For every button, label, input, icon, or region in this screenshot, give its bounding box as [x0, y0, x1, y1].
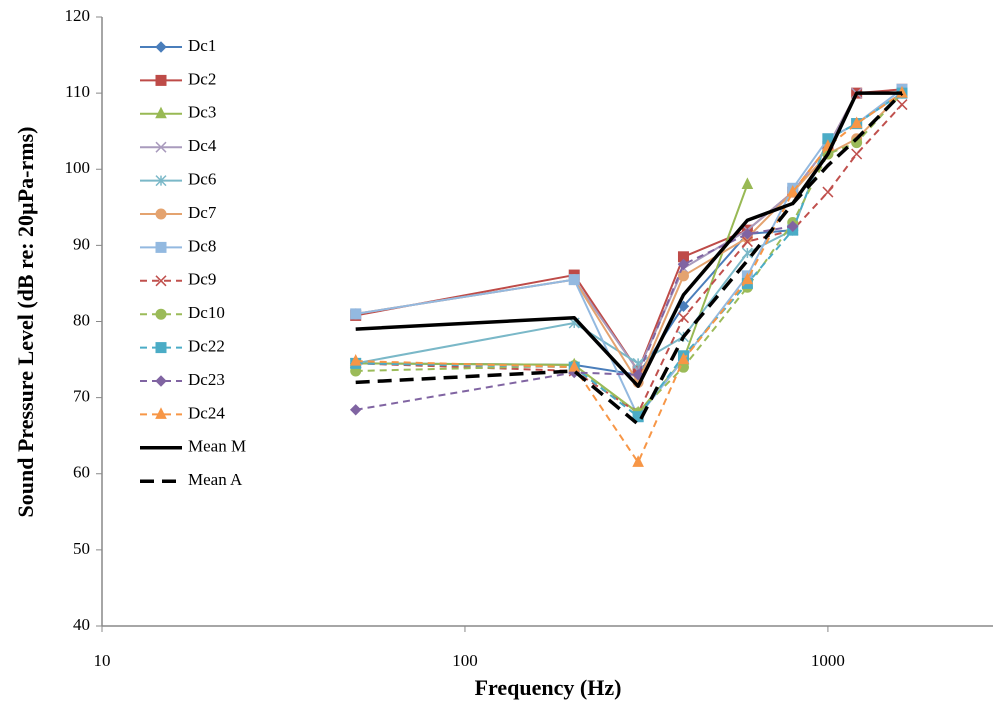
x-axis-title: Frequency (Hz): [475, 675, 622, 700]
series-line: [355, 92, 903, 464]
legend-label: Mean M: [188, 437, 246, 456]
series-line: [355, 225, 793, 411]
y-tick-label: 100: [65, 158, 91, 177]
legend-label: Dc22: [188, 337, 225, 356]
marker: [349, 353, 362, 366]
legend-marker: [155, 308, 167, 320]
marker: [787, 220, 799, 233]
marker: [677, 312, 690, 324]
series-line: [355, 92, 902, 372]
marker: [741, 272, 754, 285]
legend-label: Dc1: [188, 36, 216, 55]
x-tick-label: 100: [452, 651, 478, 670]
marker: [568, 274, 580, 286]
series-line: [355, 92, 903, 365]
legend-marker: [155, 275, 167, 287]
legend-label: Dc23: [188, 370, 225, 389]
legend-label: Dc7: [188, 203, 217, 222]
marker: [349, 404, 362, 416]
legend-label: Dc9: [188, 270, 216, 289]
legend-marker: [155, 175, 167, 187]
marker: [741, 177, 754, 189]
marker: [568, 360, 581, 372]
marker: [350, 308, 362, 320]
y-tick-label: 110: [65, 82, 90, 101]
marker: [632, 455, 644, 467]
marker: [786, 184, 799, 197]
y-axis-title: Sound Pressure Level (dB re: 20µPa-rms): [13, 127, 38, 518]
legend-label: Dc6: [188, 170, 216, 189]
marker: [741, 247, 753, 259]
legend-marker: [155, 41, 167, 53]
y-tick-label: 90: [73, 234, 90, 253]
y-tick-label: 40: [73, 615, 90, 634]
legend-marker: [155, 375, 167, 387]
x-tick-label: 1000: [811, 651, 845, 670]
marker: [677, 352, 690, 365]
series-line: [355, 184, 749, 414]
marker: [741, 236, 753, 248]
y-tick-label: 120: [65, 6, 91, 25]
marker: [851, 148, 863, 160]
legend-label: Dc10: [188, 303, 225, 322]
y-tick-label: 50: [73, 539, 90, 558]
legend-marker: [155, 407, 167, 419]
marker: [677, 270, 689, 282]
legend-marker: [155, 342, 167, 354]
marker: [741, 228, 754, 240]
marker: [822, 186, 834, 198]
legend-label: Dc2: [188, 69, 216, 88]
series-line: [355, 92, 903, 384]
legend-label: Dc24: [188, 403, 225, 422]
marker: [896, 99, 908, 111]
legend-label: Dc8: [188, 236, 216, 255]
marker: [677, 258, 690, 271]
legend-label: Mean A: [188, 470, 243, 489]
y-tick-label: 60: [73, 463, 90, 482]
y-tick-label: 70: [73, 387, 90, 406]
legend-marker: [155, 141, 167, 153]
legend-marker: [155, 241, 167, 253]
series-line: [355, 88, 903, 372]
legend-marker: [155, 74, 167, 86]
marker: [850, 116, 863, 129]
series-line: [355, 103, 903, 414]
legend-marker: [155, 208, 167, 220]
series-line: [355, 91, 904, 427]
legend-label: Dc3: [188, 103, 216, 122]
legend-label: Dc4: [188, 136, 217, 155]
series-line: [355, 91, 902, 388]
legend-marker: [155, 106, 167, 119]
marker: [632, 369, 644, 381]
x-tick-label: 10: [94, 651, 111, 670]
y-tick-label: 80: [73, 310, 90, 329]
